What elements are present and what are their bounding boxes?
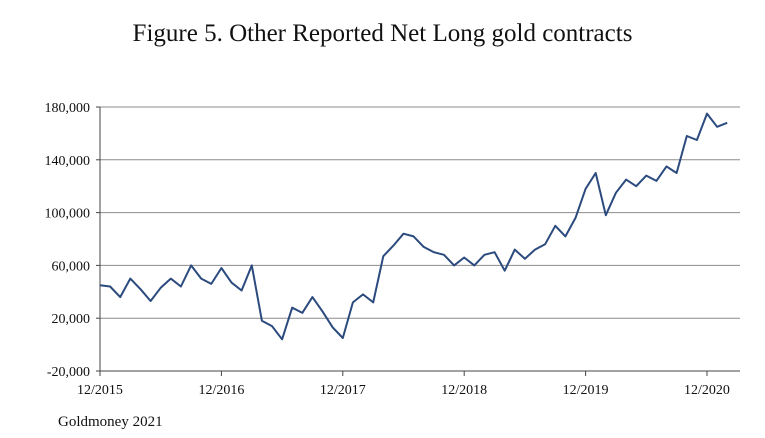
- source-note: Goldmoney 2021: [58, 414, 163, 430]
- y-tick-labels: -20,000 20,000 60,000 100,000 140,000 180,000: [45, 101, 91, 380]
- y-tick-label: 140,000: [45, 154, 91, 169]
- series-line: [99, 112, 728, 341]
- x-tick-label: 12/2018: [441, 383, 487, 398]
- axes: [96, 106, 740, 376]
- x-tick-labels: 12/2015 12/2016 12/2017 12/2018 12/2019 12/20…: [77, 383, 730, 398]
- series-layer: [99, 112, 728, 341]
- x-tick-label: 12/2019: [563, 383, 609, 398]
- y-tick-label: 60,000: [52, 259, 91, 274]
- x-tick-label: 12/2020: [684, 383, 730, 398]
- x-tick-label: 12/2015: [77, 383, 123, 398]
- y-tick-label: -20,000: [47, 365, 90, 380]
- x-tick-label: 12/2017: [320, 383, 366, 398]
- y-tick-label: 180,000: [45, 101, 91, 116]
- y-tick-label: 100,000: [45, 207, 91, 222]
- x-tick-label: 12/2016: [198, 383, 244, 398]
- gridlines: [100, 106, 740, 319]
- chart-title: Figure 5. Other Reported Net Long gold c…: [132, 20, 633, 47]
- y-tick-label: 20,000: [52, 312, 91, 327]
